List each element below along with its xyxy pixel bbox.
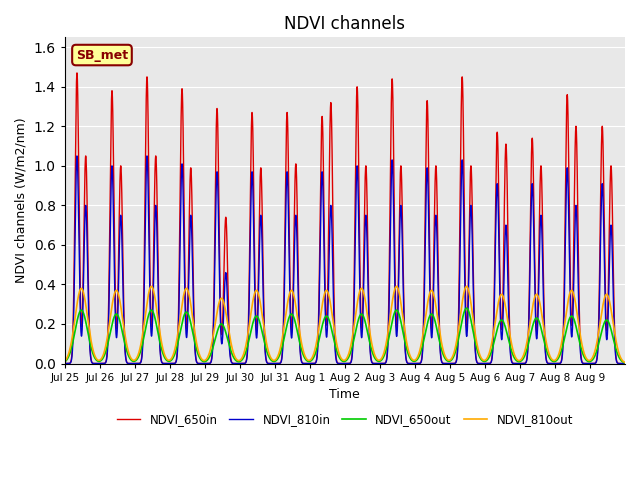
NDVI_650out	[61, 359, 68, 365]
NDVI_650out	[506, 343, 514, 349]
NDVI_650in	[392, 322, 400, 327]
NDVI_650in	[73, 70, 81, 76]
NDVI_810out	[264, 345, 271, 351]
Y-axis label: NDVI channels (W/m2/nm): NDVI channels (W/m2/nm)	[15, 118, 28, 283]
NDVI_650out	[417, 349, 424, 355]
NDVI_810out	[621, 360, 629, 365]
NDVI_650in	[417, 360, 424, 365]
Line: NDVI_650out: NDVI_650out	[65, 308, 625, 363]
NDVI_810in	[621, 360, 629, 366]
NDVI_810in	[61, 360, 68, 366]
NDVI_810in	[506, 347, 514, 352]
Text: SB_met: SB_met	[76, 48, 128, 61]
NDVI_810out	[392, 284, 400, 289]
NDVI_810in	[89, 360, 97, 366]
NDVI_650out	[476, 355, 484, 361]
NDVI_650out	[621, 360, 629, 366]
NDVI_650in	[264, 360, 271, 366]
Line: NDVI_810out: NDVI_810out	[65, 287, 625, 362]
NDVI_810in	[73, 153, 81, 159]
NDVI_650out	[264, 350, 271, 356]
NDVI_810in	[417, 360, 424, 366]
NDVI_650out	[463, 305, 470, 311]
Line: NDVI_810in: NDVI_810in	[65, 156, 625, 363]
NDVI_650out	[89, 350, 97, 356]
NDVI_650in	[476, 360, 484, 366]
NDVI_650in	[506, 338, 514, 344]
NDVI_810out	[89, 347, 97, 352]
NDVI_810out	[476, 353, 484, 359]
X-axis label: Time: Time	[330, 388, 360, 401]
Legend: NDVI_650in, NDVI_810in, NDVI_650out, NDVI_810out: NDVI_650in, NDVI_810in, NDVI_650out, NDV…	[112, 408, 578, 431]
NDVI_650out	[392, 307, 400, 313]
NDVI_810in	[392, 332, 400, 337]
Title: NDVI channels: NDVI channels	[284, 15, 405, 33]
NDVI_810out	[417, 344, 424, 349]
NDVI_650in	[621, 360, 629, 366]
NDVI_810out	[393, 284, 401, 289]
NDVI_810in	[476, 360, 484, 366]
Line: NDVI_650in: NDVI_650in	[65, 73, 625, 363]
NDVI_650in	[61, 360, 68, 366]
NDVI_810out	[506, 333, 514, 338]
NDVI_810out	[61, 358, 68, 364]
NDVI_650in	[89, 360, 97, 366]
NDVI_810in	[264, 360, 271, 366]
